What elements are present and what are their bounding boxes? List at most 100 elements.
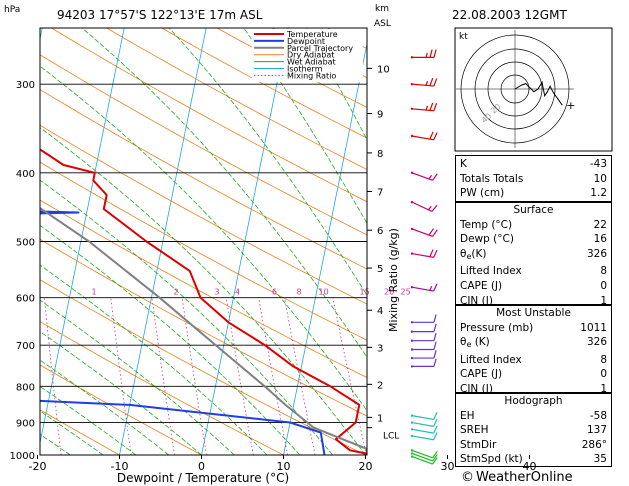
pressure-tick-label: 500 (16, 238, 35, 249)
surface-row: CIN (J) 1 (456, 294, 611, 309)
hodograph-row: SREH 137 (456, 423, 611, 438)
mixing-ratio-label: 10 (319, 288, 329, 297)
mixing-ratio-line (332, 297, 367, 455)
surface-label: θe(K) (460, 247, 486, 265)
most-unstable-value: 1 (600, 382, 607, 395)
surface-label: Dewp (°C) (460, 233, 514, 246)
surface-row: θe(K) 326 (456, 247, 611, 265)
index-value: 10 (593, 172, 607, 185)
mixing-ratio-label: 6 (272, 288, 277, 297)
dry-adiabat-line (40, 199, 367, 378)
altitude-tick-label: 8 (377, 149, 383, 160)
most-unstable-row: θe (K) 326 (456, 335, 611, 353)
hodograph-label: StmDir (460, 438, 497, 451)
altitude-tick-label: 4 (377, 306, 383, 317)
hodograph-title: Hodograph (504, 395, 563, 407)
most-unstable-label: CAPE (J) (460, 368, 503, 381)
altitude-axis: 1 2 3 4 5 6 7 8 9 10 LCL (367, 64, 399, 442)
wet-adiabat-line (40, 299, 235, 455)
surface-label: Temp (°C) (460, 218, 513, 231)
wind-barb (410, 350, 437, 360)
most-unstable-label: Lifted Index (460, 353, 522, 366)
wind-barb (410, 332, 437, 342)
dry-adiabat-line (40, 409, 120, 455)
altitude-tick-label: 1 (377, 413, 383, 424)
wind-barb (410, 341, 437, 351)
km-label: km (375, 4, 389, 14)
surface-value: 0 (600, 279, 607, 292)
pressure-axis: 300 400 500 600 700 800 900 1000 (10, 80, 35, 462)
wind-barb (410, 425, 438, 434)
hodograph-row: StmSpd (kt) 35 (456, 452, 611, 467)
wind-barb (410, 418, 438, 427)
index-row: Totals Totals 10 (456, 172, 611, 187)
surface-box: Surface Temp (°C) 22 Dewp (°C) 16 θe(K) 326 Li… (455, 202, 612, 307)
mixing-ratio-line (151, 297, 175, 455)
datetime-label: 22.08.2003 12GMT (452, 8, 567, 22)
mixing-ratio-line (225, 297, 254, 455)
dry-adiabat-line (40, 89, 367, 270)
wet-adiabat-line (40, 331, 202, 455)
hodograph-frame (454, 27, 613, 152)
most-unstable-box: Most Unstable Pressure (mb) 1011 θe (K) 326… (455, 305, 612, 395)
parcel-trajectory-line (40, 206, 367, 451)
wind-barb (410, 200, 438, 212)
legend-label: Mixing Ratio (287, 71, 336, 80)
altitude-tick-label: 3 (377, 343, 383, 354)
lcl-label: LCL (383, 432, 399, 442)
altitude-tick-label: 7 (377, 187, 383, 198)
mixing-ratio-label: 1 (92, 288, 97, 297)
wet-adiabat-line (40, 410, 104, 455)
dry-adiabat-line (40, 124, 367, 305)
asl-label: ASL (374, 19, 391, 29)
wind-barb (410, 452, 438, 462)
most-unstable-value: 326 (586, 336, 607, 349)
station-info: 94203 17°57'S 122°13'E 17m ASL (57, 8, 263, 22)
most-unstable-value: 8 (600, 353, 607, 366)
mixing-ratio-line (44, 297, 62, 455)
hodograph-value: 137 (586, 424, 607, 437)
hodograph-unit: kt (459, 32, 468, 42)
mixing-ratio-axis-title: Mixing Ratio (g/kg) (387, 228, 400, 332)
wind-barb (410, 131, 438, 141)
dry-adiabat-line (40, 279, 366, 455)
mixing-ratio-label: 4 (235, 288, 240, 297)
most-unstable-row: CIN (J) 1 (456, 382, 611, 397)
surface-row: Lifted Index 8 (456, 264, 611, 279)
pressure-tick-label: 1000 (10, 451, 35, 462)
hodograph-box: Hodograph EH -58 SREH 137 StmDir 286° StmSpd (… (455, 393, 612, 467)
surface-label: CAPE (J) (460, 279, 503, 292)
hodograph-label: StmSpd (kt) (460, 453, 523, 466)
index-row: K -43 (456, 157, 611, 172)
altitude-tick-label: 5 (377, 264, 383, 275)
legend-label: Dewpoint (287, 37, 325, 46)
surface-row: Temp (°C) 22 (456, 218, 611, 233)
isotherm-line (612, 28, 629, 455)
wind-barb (410, 283, 438, 292)
wet-adiabat-line (40, 264, 268, 455)
wet-adiabat-line (40, 359, 169, 455)
most-unstable-value: 1011 (580, 321, 607, 334)
index-value: -43 (589, 158, 607, 170)
hodograph-row: EH -58 (456, 409, 611, 424)
wind-barb (410, 411, 438, 421)
wind-barb (410, 323, 437, 333)
surface-label-sub: e (466, 251, 472, 261)
dry-adiabat-line (40, 238, 367, 417)
pressure-tick-label: 600 (16, 294, 35, 305)
wet-adiabat-line (81, 28, 367, 358)
wet-adiabat-line (168, 28, 367, 297)
index-label: K (460, 158, 467, 170)
wind-barb (410, 455, 438, 465)
mixing-ratio-line (181, 297, 207, 455)
surface-value: 8 (600, 265, 607, 278)
wet-adiabat-line (40, 224, 301, 455)
temperature-tick-label: -20 (29, 460, 47, 473)
wind-barb (410, 249, 438, 258)
indices-panel: K -43 Totals Totals 10 PW (cm) 1.2 Surface Te… (455, 155, 612, 467)
mixing-ratio-label: 25 (401, 288, 411, 297)
wind-barb (410, 78, 438, 87)
wet-adiabat-line (40, 127, 366, 455)
surface-label: Lifted Index (460, 265, 522, 278)
